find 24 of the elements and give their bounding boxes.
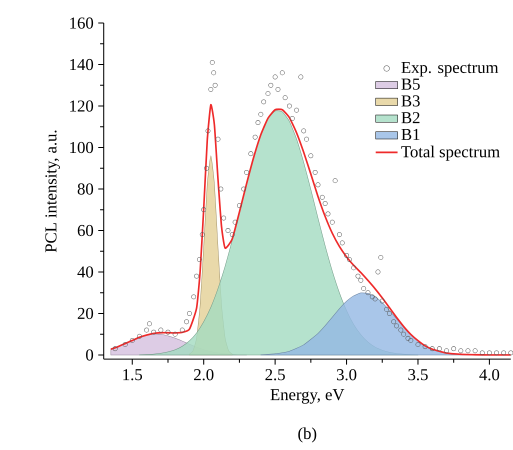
- legend-label: Total spectrum: [401, 146, 500, 161]
- y-tick-label: 140: [70, 58, 94, 70]
- y-tick-label: 40: [77, 266, 94, 278]
- legend-label: B5: [401, 78, 420, 90]
- legend-label: B2: [401, 112, 420, 124]
- x-tick-label: 3.0: [336, 368, 356, 380]
- x-axis-title: Energy, eV: [270, 389, 344, 404]
- y-axis-title: PCL intensity, a.u.: [45, 130, 60, 252]
- x-tick-label: 2.5: [265, 368, 285, 380]
- y-tick-label: 100: [70, 142, 94, 153]
- legend-label: B1: [401, 128, 420, 140]
- y-tick-label: 160: [70, 17, 94, 28]
- x-tick-label: 4.0: [479, 368, 500, 380]
- legend-label: B3: [401, 95, 420, 106]
- y-tick-label: 0: [86, 349, 94, 360]
- x-tick-label: 2.0: [194, 368, 214, 380]
- y-tick-label: 80: [78, 183, 94, 194]
- x-tick-label: 1.5: [123, 368, 142, 380]
- y-tick-label: 60: [78, 224, 94, 236]
- legend-label: Exp. spectrum: [401, 62, 498, 76]
- y-tick-label: 120: [70, 100, 94, 112]
- y-tick-label: 20: [78, 308, 94, 319]
- x-tick-label: 3.5: [408, 368, 428, 380]
- text: (b): [298, 427, 316, 442]
